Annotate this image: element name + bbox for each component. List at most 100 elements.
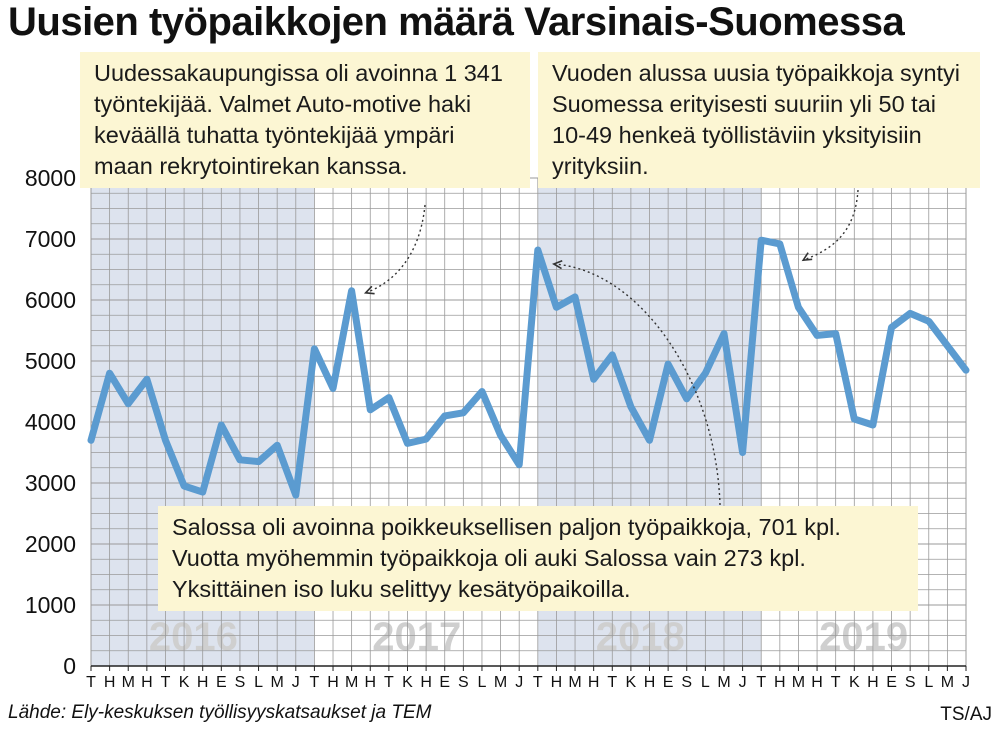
data-point [367, 407, 373, 413]
series-line [87, 236, 970, 499]
data-point [423, 436, 429, 442]
year-labels: 2016 2017 2018 2019 [149, 615, 908, 659]
data-point [609, 352, 615, 358]
x-tick-label: H [644, 674, 656, 691]
callout-year-start: Vuoden alussa uusia työpaikkoja syntyi S… [538, 52, 980, 188]
data-point [814, 332, 820, 338]
data-point [647, 437, 653, 443]
arrow-year-start [802, 189, 859, 261]
x-tick-label: T [384, 674, 394, 691]
data-point [870, 422, 876, 428]
x-tick-label: K [179, 674, 190, 691]
data-point [516, 462, 522, 468]
x-tick-label: J [292, 674, 300, 691]
data-point [479, 389, 485, 394]
x-tick-label: L [254, 674, 263, 691]
y-tick-label: 0 [63, 653, 76, 679]
x-tick-label: J [739, 674, 747, 691]
data-point [330, 385, 336, 391]
data-point [274, 442, 280, 448]
data-point [926, 318, 932, 324]
x-tick-label: H [551, 674, 563, 691]
x-tick-label: H [104, 674, 116, 691]
data-point [107, 370, 113, 376]
data-point [256, 459, 262, 465]
x-tick-label: M [271, 674, 284, 691]
y-tick-label: 8000 [25, 165, 76, 191]
data-point [535, 247, 541, 253]
x-tick-label: L [701, 674, 710, 691]
arrow-year-start-head [801, 252, 813, 262]
data-point [144, 376, 150, 382]
data-point [721, 331, 727, 337]
y-tick-label: 3000 [25, 470, 76, 496]
year-label-2017: 2017 [372, 615, 461, 659]
x-tick-label: H [867, 674, 879, 691]
x-tick-label: H [327, 674, 339, 691]
x-tick-label: E [439, 674, 450, 691]
year-label-2016: 2016 [149, 615, 238, 659]
y-axis: 0 1000 2000 3000 4000 5000 6000 7000 8000 [25, 165, 76, 679]
year-label-2018: 2018 [596, 615, 685, 659]
x-tick-label: T [756, 674, 766, 691]
data-point [218, 422, 224, 428]
arrow-salo-head [551, 260, 563, 270]
x-tick-label: E [216, 674, 227, 691]
source-note: Lähde: Ely-keskuksen työllisyyskatsaukse… [8, 702, 432, 723]
x-tick-label: K [402, 674, 413, 691]
data-point [907, 310, 913, 316]
data-point [665, 361, 671, 367]
x-tick-label: T [310, 674, 320, 691]
data-point [591, 376, 597, 382]
data-point [386, 395, 392, 401]
data-point [125, 401, 131, 407]
y-tick-label: 6000 [25, 287, 76, 313]
arrow-uusikaupunki [365, 204, 426, 294]
x-tick-label: M [345, 674, 358, 691]
data-point [349, 288, 355, 294]
x-tick-label: S [681, 674, 692, 691]
data-point [702, 370, 708, 376]
data-point [684, 396, 690, 402]
data-point [889, 324, 895, 330]
y-tick-label: 4000 [25, 409, 76, 435]
data-point [88, 437, 94, 443]
x-tick-label: H [774, 674, 786, 691]
data-point [311, 346, 317, 352]
x-tick-label: H [364, 674, 376, 691]
data-point [963, 367, 969, 373]
x-tick-label: L [478, 674, 487, 691]
y-tick-label: 5000 [25, 348, 76, 374]
data-point [200, 489, 206, 495]
credit: TS/AJ [940, 704, 992, 725]
x-tick-label: S [458, 674, 469, 691]
x-tick-label: M [122, 674, 135, 691]
data-point [795, 304, 801, 310]
x-tick-label: M [568, 674, 581, 691]
x-tick-label: M [941, 674, 954, 691]
data-point [293, 492, 299, 498]
data-point [833, 331, 839, 337]
data-point [442, 413, 448, 419]
x-tick-label: H [420, 674, 432, 691]
x-tick-label: E [886, 674, 897, 691]
data-point [628, 404, 634, 410]
year-label-2019: 2019 [819, 615, 908, 659]
x-tick-label: T [831, 674, 841, 691]
y-tick-label: 7000 [25, 226, 76, 252]
y-tick-label: 2000 [25, 531, 76, 557]
data-point [758, 237, 764, 243]
arrow-salo [553, 263, 721, 506]
data-point [851, 416, 857, 422]
data-point [404, 440, 410, 446]
data-point [460, 410, 466, 416]
x-tick-label: S [905, 674, 916, 691]
data-point [553, 304, 559, 310]
data-point [162, 437, 168, 443]
x-tick-label: M [717, 674, 730, 691]
data-point [944, 343, 950, 349]
arrow-uusikaupunki-head [363, 285, 375, 295]
series [87, 236, 970, 499]
chart-title: Uusien työpaikkojen määrä Varsinais-Suom… [8, 0, 905, 44]
x-tick-label: K [849, 674, 860, 691]
